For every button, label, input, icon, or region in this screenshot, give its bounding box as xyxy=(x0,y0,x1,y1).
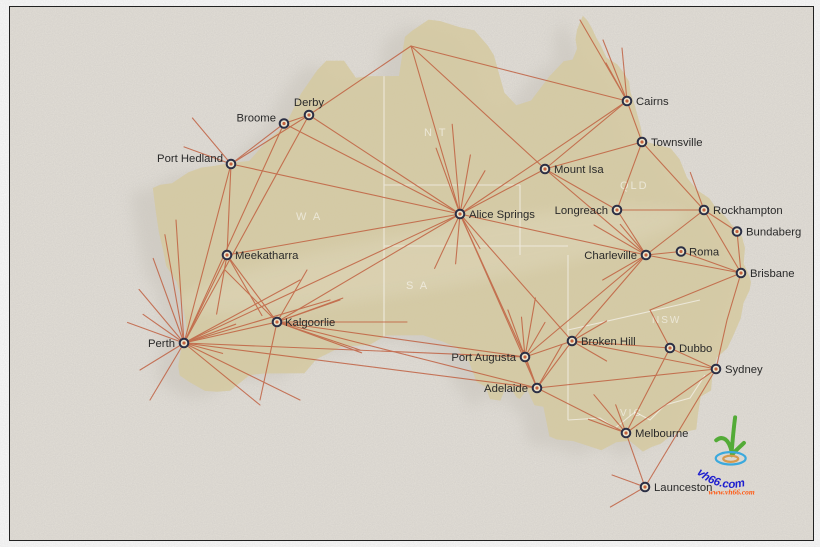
svg-text:www.vh66.com: www.vh66.com xyxy=(708,487,754,496)
svg-text:Port Hedland: Port Hedland xyxy=(157,153,223,165)
svg-text:Brisbane: Brisbane xyxy=(750,268,795,280)
svg-text:VIC: VIC xyxy=(620,408,643,419)
svg-text:Port Augusta: Port Augusta xyxy=(451,352,516,364)
svg-text:Melbourne: Melbourne xyxy=(635,428,688,440)
svg-text:Townsville: Townsville xyxy=(651,137,702,149)
svg-text:Roma: Roma xyxy=(689,247,720,259)
svg-text:Broken Hill: Broken Hill xyxy=(581,336,636,348)
svg-text:Meekatharra: Meekatharra xyxy=(235,250,299,262)
svg-text:Kalgoorlie: Kalgoorlie xyxy=(285,317,335,329)
svg-text:W A: W A xyxy=(296,211,322,223)
svg-text:Bundaberg: Bundaberg xyxy=(746,227,801,239)
svg-text:NSW: NSW xyxy=(652,315,681,326)
svg-text:Dubbo: Dubbo xyxy=(679,343,712,355)
svg-text:Broome: Broome xyxy=(236,113,276,125)
svg-text:Longreach: Longreach xyxy=(555,205,608,217)
svg-text:Alice Springs: Alice Springs xyxy=(469,209,535,221)
svg-text:Charleville: Charleville xyxy=(584,250,637,262)
svg-text:Mount Isa: Mount Isa xyxy=(554,164,604,176)
svg-text:Adelaide: Adelaide xyxy=(484,383,528,395)
svg-text:Cairns: Cairns xyxy=(636,96,669,108)
svg-text:S A: S A xyxy=(406,280,429,292)
svg-text:Launceston: Launceston xyxy=(654,482,712,494)
svg-text:Derby: Derby xyxy=(294,97,324,109)
svg-text:N T: N T xyxy=(424,127,448,139)
svg-text:Rockhampton: Rockhampton xyxy=(713,205,783,217)
svg-text:Perth: Perth xyxy=(148,338,175,350)
svg-text:Sydney: Sydney xyxy=(725,364,763,376)
